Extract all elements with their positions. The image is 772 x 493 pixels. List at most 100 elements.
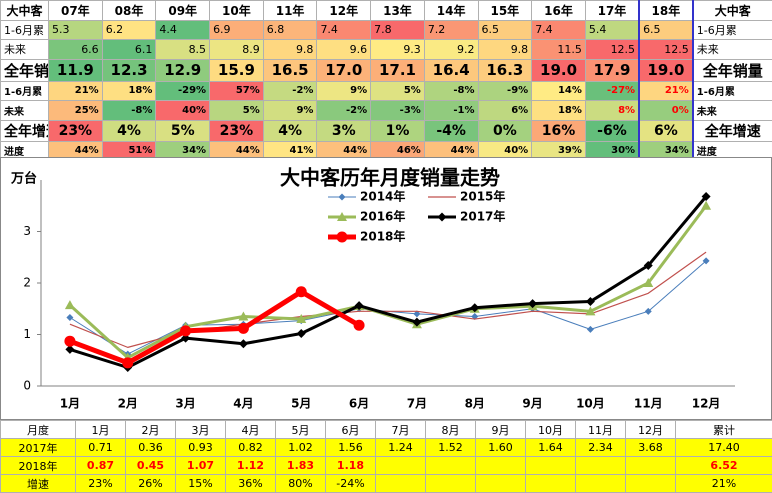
cell: 23%: [49, 120, 103, 141]
cell: 6%: [639, 120, 693, 141]
cell: 4.4: [156, 20, 210, 40]
row-label: 全年销量: [693, 59, 772, 81]
point: [354, 320, 365, 331]
row-label: 全年增速: [693, 120, 772, 141]
y-tick-label: 3: [23, 224, 31, 238]
header-cell: 4月: [226, 421, 276, 439]
x-tick-label: 9月: [522, 397, 542, 411]
x-tick-label: 1月: [60, 397, 80, 411]
cell: 9%: [317, 81, 371, 101]
header-cell: 累计: [676, 421, 772, 439]
empty-cell: [526, 475, 576, 493]
cell: -1%: [424, 101, 478, 121]
cell: 7.4: [532, 20, 586, 40]
cell: 0.82: [226, 439, 276, 457]
empty-cell: [476, 457, 526, 475]
cell: 25%: [49, 101, 103, 121]
cell: 9.2: [424, 40, 478, 60]
cell: 11.9: [49, 59, 103, 81]
cell: -24%: [326, 475, 376, 493]
legend-label: 2014年: [360, 189, 405, 204]
header-cell: 6月: [326, 421, 376, 439]
cell: 8.9: [210, 40, 264, 60]
row-label: 未来: [693, 101, 772, 121]
cell: 1.12: [226, 457, 276, 475]
y-tick-label: 2: [23, 276, 31, 290]
empty-cell: [476, 475, 526, 493]
x-tick-label: 12月: [692, 397, 721, 411]
header-cell: 3月: [176, 421, 226, 439]
total-cell: 21%: [676, 475, 772, 493]
cell: 0%: [478, 120, 532, 141]
cell: 23%: [210, 120, 264, 141]
cell: 6.2: [102, 20, 156, 40]
header-cell: 14年: [424, 1, 478, 21]
cell: 19.0: [639, 59, 693, 81]
x-tick-label: 7月: [407, 397, 427, 411]
cell: 7.2: [424, 20, 478, 40]
header-cell: 07年: [49, 1, 103, 21]
row-label: 1-6月累: [693, 20, 772, 40]
cell: 19.0: [532, 59, 586, 81]
cell: 6.6: [49, 40, 103, 60]
cell: 5%: [156, 120, 210, 141]
x-tick-label: 10月: [576, 397, 605, 411]
row-label: 未来: [693, 40, 772, 60]
cell: 15%: [176, 475, 226, 493]
cell: 21%: [639, 81, 693, 101]
cell: 5.4: [585, 20, 639, 40]
cell: -6%: [585, 120, 639, 141]
header-cell: 10月: [526, 421, 576, 439]
cell: 1.24: [376, 439, 426, 457]
row-label: 增速: [1, 475, 76, 493]
cell: 1.02: [276, 439, 326, 457]
cell: 9.8: [263, 40, 317, 60]
cell: 6.9: [210, 20, 264, 40]
header-cell: 11年: [263, 1, 317, 21]
cell: 21%: [49, 81, 103, 101]
cell: 18%: [102, 81, 156, 101]
x-tick-label: 4月: [233, 397, 253, 411]
row-label: 全年增速: [1, 120, 49, 141]
header-cell: 08年: [102, 1, 156, 21]
cell: -2%: [317, 101, 371, 121]
cell: 17.1: [371, 59, 425, 81]
row-label: 2017年: [1, 439, 76, 457]
cell: 9.6: [317, 40, 371, 60]
empty-cell: [576, 475, 626, 493]
point: [122, 357, 133, 368]
empty-cell: [426, 475, 476, 493]
header-cell: 9月: [476, 421, 526, 439]
row-label: 未来: [1, 40, 49, 60]
empty-cell: [426, 457, 476, 475]
cell: 9.3: [371, 40, 425, 60]
cell: 8%: [585, 101, 639, 121]
header-cell: 大中客: [693, 1, 772, 21]
cell: 6.1: [102, 40, 156, 60]
table-row: 全年增速23%4%5%23%4%3%1%-4%0%16%-6%6%全年增速: [1, 120, 772, 141]
cell: 16.3: [478, 59, 532, 81]
x-tick-label: 2月: [118, 397, 138, 411]
cell: 12.5: [585, 40, 639, 60]
header-cell: 8月: [426, 421, 476, 439]
header-cell: 12月: [626, 421, 676, 439]
header-cell: 12年: [317, 1, 371, 21]
cell: 5.3: [49, 20, 103, 40]
cell: 17.0: [317, 59, 371, 81]
cell: -8%: [102, 101, 156, 121]
empty-cell: [526, 457, 576, 475]
cell: -4%: [424, 120, 478, 141]
cell: -27%: [585, 81, 639, 101]
empty-cell: [626, 457, 676, 475]
x-tick-label: 8月: [465, 397, 485, 411]
cell: 16.5: [263, 59, 317, 81]
cell: 1.56: [326, 439, 376, 457]
cell: 16.4: [424, 59, 478, 81]
cell: 80%: [276, 475, 326, 493]
header-cell: 18年: [639, 1, 693, 21]
